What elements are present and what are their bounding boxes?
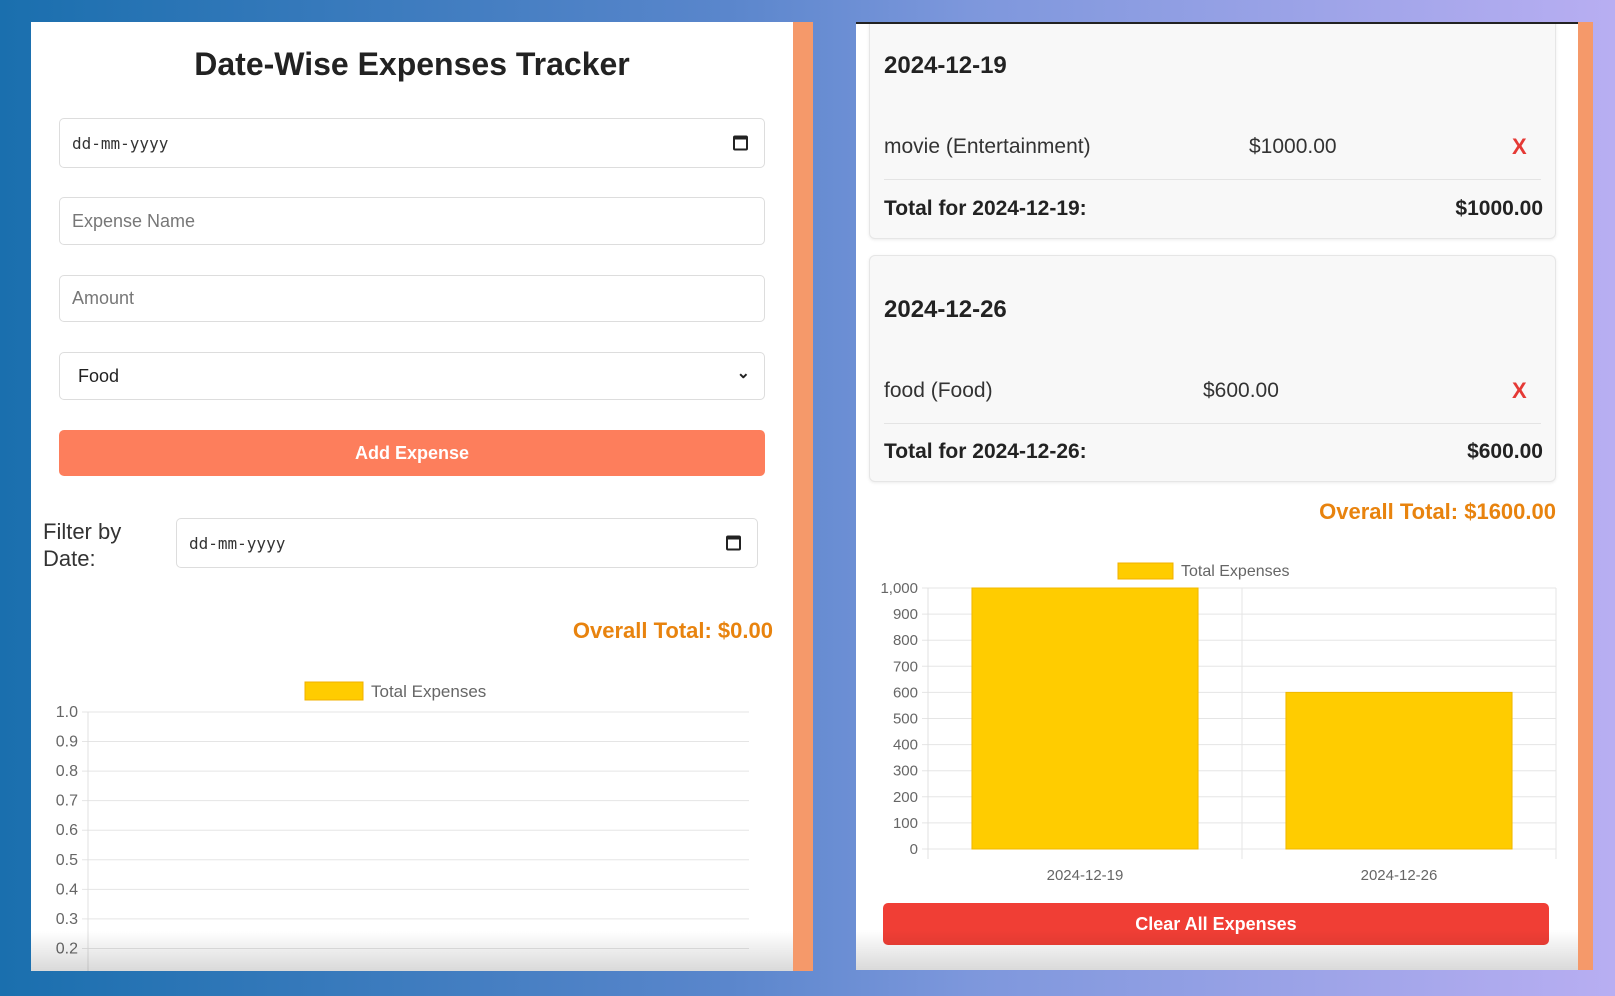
y-tick-label: 1,000: [880, 580, 918, 597]
page-title: Date-Wise Expenses Tracker: [194, 46, 630, 82]
x-tick-label: 2024-12-26: [1361, 867, 1438, 884]
date-group-card: 2024-12-26 food (Food) $600.00 X Total f…: [869, 255, 1556, 482]
overall-total: Overall Total: $0.00: [572, 618, 773, 643]
right-panel: 2024-12-19 movie (Entertainment) $1000.0…: [856, 22, 1593, 970]
y-tick-label: 0: [910, 841, 918, 858]
chevron-down-icon: ⌄: [736, 365, 750, 382]
date-placeholder: dd-mm-yyyy: [72, 133, 169, 153]
calendar-icon[interactable]: [726, 535, 741, 551]
expense-item-amount: $1000.00: [1249, 135, 1337, 158]
y-tick-label: 900: [893, 606, 918, 623]
y-tick-label: 200: [893, 789, 918, 806]
group-total-label: Total for 2024-12-26:: [884, 440, 1087, 463]
divider: [884, 179, 1541, 180]
legend-swatch: [1117, 562, 1174, 580]
y-tick-label: 0.6: [56, 822, 78, 839]
filter-label: Filter by Date:: [43, 519, 122, 571]
scrollbar[interactable]: [1578, 22, 1593, 970]
expenses-chart: Total Expenses 0 100 200 300 400 500 600 700 800 9…: [880, 562, 1557, 884]
scroll-shade: [856, 930, 1593, 970]
amount-placeholder: Amount: [72, 288, 135, 308]
y-tick-label: 700: [893, 658, 918, 675]
y-tick-label: 500: [893, 711, 918, 728]
group-total-label: Total for 2024-12-19:: [884, 197, 1087, 220]
amount-input[interactable]: Amount: [59, 275, 765, 322]
expense-item-name: movie (Entertainment): [884, 135, 1091, 158]
group-total: $1000.00: [1455, 197, 1543, 220]
bar: [971, 587, 1199, 850]
bar: [1285, 691, 1513, 850]
expense-item-amount: $600.00: [1203, 379, 1279, 402]
y-tick-label: 300: [893, 763, 918, 780]
y-tick-label: 0.3: [56, 911, 78, 928]
clear-all-button[interactable]: Clear All Expenses: [883, 903, 1549, 945]
legend-label: Total Expenses: [371, 682, 486, 701]
expenses-chart: Total Expenses 0.2 0.3 0.4 0.5 0.6 0.7 0.8 0.9 1.…: [56, 681, 749, 971]
date-input[interactable]: dd-mm-yyyy: [59, 118, 765, 168]
y-tick-label: 1.0: [56, 704, 78, 721]
expense-item-name: food (Food): [884, 379, 993, 402]
y-tick-label: 0.9: [56, 734, 78, 751]
calendar-icon[interactable]: [733, 135, 748, 151]
category-select[interactable]: Food ⌄: [59, 352, 765, 400]
delete-expense-button[interactable]: X: [1512, 378, 1527, 403]
delete-expense-button[interactable]: X: [1512, 134, 1527, 159]
legend-label: Total Expenses: [1181, 563, 1290, 580]
y-tick-label: 0.5: [56, 852, 78, 869]
filter-date-input[interactable]: dd-mm-yyyy: [176, 518, 758, 568]
expense-name-input[interactable]: Expense Name: [59, 197, 765, 245]
overall-total: Overall Total: $1600.00: [1319, 499, 1556, 524]
y-tick-label: 400: [893, 737, 918, 754]
x-tick-label: 2024-12-19: [1047, 867, 1124, 884]
date-group-card: 2024-12-19 movie (Entertainment) $1000.0…: [869, 24, 1556, 239]
scroll-shade: [31, 931, 813, 971]
add-expense-button[interactable]: Add Expense: [59, 430, 765, 476]
y-tick-label: 0.7: [56, 793, 78, 810]
y-tick-label: 0.8: [56, 763, 78, 780]
group-total: $600.00: [1467, 440, 1543, 463]
legend-swatch: [304, 681, 364, 701]
category-value: Food: [78, 365, 120, 386]
group-date: 2024-12-26: [884, 296, 1007, 323]
scrollbar[interactable]: [793, 22, 813, 971]
filter-date-placeholder: dd-mm-yyyy: [189, 533, 286, 553]
y-tick-label: 0.2: [56, 940, 78, 957]
y-tick-label: 600: [893, 684, 918, 701]
expense-name-placeholder: Expense Name: [72, 210, 196, 231]
y-tick-label: 800: [893, 632, 918, 649]
y-tick-label: 0.4: [56, 881, 78, 898]
group-date: 2024-12-19: [884, 52, 1007, 79]
left-panel: Date-Wise Expenses Tracker dd-mm-yyyy Ex…: [31, 22, 813, 971]
y-tick-label: 100: [893, 815, 918, 832]
divider: [884, 423, 1541, 424]
